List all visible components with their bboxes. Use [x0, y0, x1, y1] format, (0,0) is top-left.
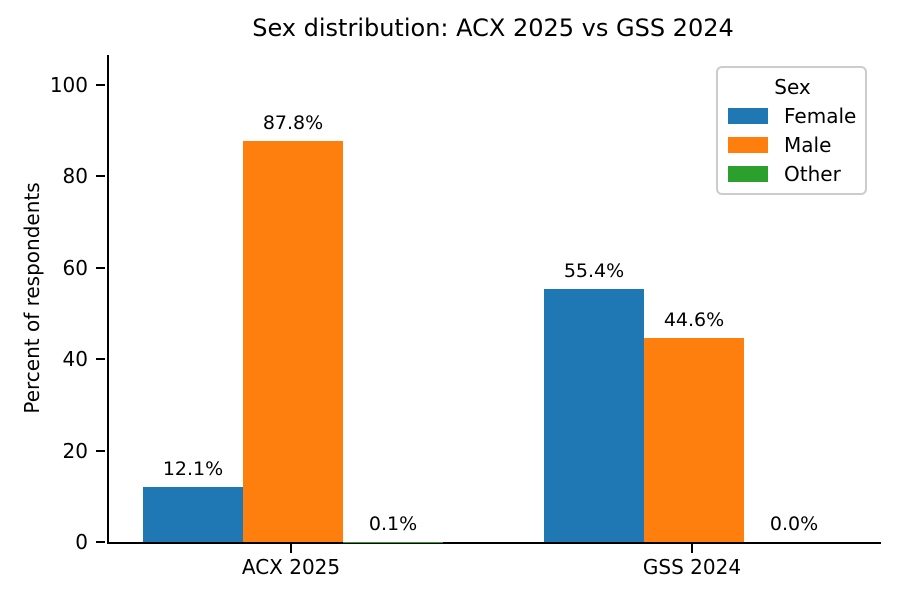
y-tick-label: 80: [62, 164, 88, 189]
legend-swatch-female: [728, 108, 768, 124]
x-tick-label-acx-2025: ACX 2025: [241, 555, 341, 579]
y-tick-label: 20: [62, 438, 88, 463]
y-tick-mark: [96, 175, 105, 178]
y-tick-mark: [96, 84, 105, 86]
bar-value-label-other-gss-2024: 0.0%: [769, 513, 819, 535]
y-tick-label: 100: [49, 73, 88, 97]
bar-male-acx-2025: [243, 140, 343, 542]
legend-swatch-other: [728, 166, 768, 182]
y-tick-mark: [96, 541, 105, 543]
x-tick-label-gss-2024: GSS 2024: [642, 555, 742, 579]
y-tick-label: 60: [62, 255, 88, 280]
x-tick-mark: [691, 544, 693, 553]
y-tick-mark: [96, 266, 105, 269]
bar-female-gss-2024: [544, 288, 644, 542]
legend-title: Sex: [774, 75, 811, 99]
legend-item-female: Female: [728, 103, 857, 129]
y-tick-label: 40: [62, 347, 88, 372]
bar-value-label-female-gss-2024: 55.4%: [563, 259, 625, 282]
bar-female-acx-2025: [143, 486, 243, 542]
legend-item-label-female: Female: [784, 104, 857, 128]
bar-value-label-female-acx-2025: 12.1%: [162, 457, 224, 480]
chart-title: Sex distribution: ACX 2025 vs GSS 2024: [252, 14, 734, 42]
y-tick-label: 0: [75, 530, 88, 554]
legend-item-label-other: Other: [784, 162, 841, 186]
legend-item-label-male: Male: [784, 133, 832, 157]
x-tick-mark: [290, 544, 292, 553]
bar-value-label-male-gss-2024: 44.6%: [663, 309, 725, 332]
bar-male-gss-2024: [644, 338, 744, 542]
bar-value-label-male-acx-2025: 87.8%: [262, 111, 324, 134]
y-tick-mark: [96, 449, 105, 452]
y-tick-mark: [96, 358, 105, 361]
legend: Sex Female Male Other: [716, 66, 867, 195]
legend-items: Female Male Other: [728, 103, 857, 187]
legend-item-male: Male: [728, 132, 857, 158]
legend-item-other: Other: [728, 161, 857, 187]
plot-area: 12.1% 55.4% 87.8% 44.6% 0.1% 0.0%: [107, 55, 881, 544]
bar-value-label-other-acx-2025: 0.1%: [368, 512, 418, 535]
legend-swatch-male: [728, 137, 768, 153]
